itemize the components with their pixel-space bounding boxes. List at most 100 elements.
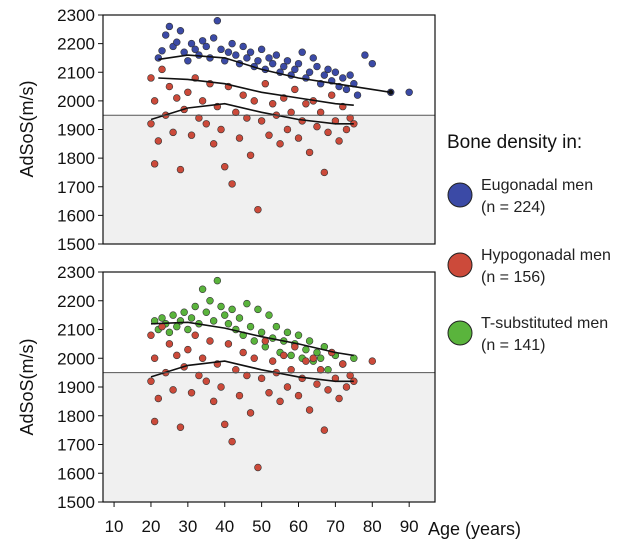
point-eugonadal-men [162,31,170,39]
point-hypogonadal-men [287,108,295,117]
point-hypogonadal-men [202,120,210,128]
legend-label-hypogonadal: Hypogonadal men [481,247,611,264]
point-hypogonadal-men [276,397,284,406]
x-tick-label-80: 80 [363,517,382,536]
point-t-substituted-men [180,308,188,316]
bottom-y-axis-title: AdSoS(m/s) [17,338,37,435]
point-hypogonadal-men [169,128,177,137]
point-hypogonadal-men [305,406,314,414]
point-eugonadal-men [257,45,266,54]
point-hypogonadal-men [235,134,244,142]
legend-label-eugonadal: Eugonadal men [481,177,593,194]
point-hypogonadal-men [187,131,196,139]
legend: Bone density in: Eugonadal men (n = 224)… [447,132,611,354]
y-tick-label-2100: 2100 [57,63,95,82]
point-hypogonadal-men [316,108,325,117]
point-eugonadal-men [246,48,255,56]
point-eugonadal-men [176,27,185,35]
point-hypogonadal-men [254,205,262,214]
point-t-substituted-men [254,305,262,314]
top-y-axis-ticks: 1500 1600 1700 1800 1900 2000 2100 2200 2300 [57,6,103,254]
point-hypogonadal-men [165,82,174,91]
point-hypogonadal-men [184,88,192,96]
point-t-substituted-men [302,345,310,354]
point-hypogonadal-men [187,389,196,397]
legend-title: Bone density in: [447,132,582,153]
point-eugonadal-men [154,54,163,62]
trend-line-hypogonadal-men-lower [150,102,354,125]
point-t-substituted-men [265,311,273,319]
y-tick-label-1700: 1700 [57,178,95,197]
point-hypogonadal-men [198,97,207,105]
point-hypogonadal-men [232,366,240,374]
x-axis-title: Age (years) [428,519,521,539]
point-eugonadal-men [232,51,240,59]
point-hypogonadal-men [287,366,295,374]
point-t-substituted-men [202,308,210,316]
point-hypogonadal-men [243,114,251,122]
point-t-substituted-men [213,276,222,285]
legend-count-t-substituted: (n = 141) [481,337,545,354]
point-hypogonadal-men [158,65,166,74]
x-tick-label-70: 70 [326,517,345,536]
bottom-x-axis-ticks: 10 20 30 40 50 60 70 80 90 [105,502,419,536]
point-hypogonadal-men [339,360,347,368]
y-tick-label-2000: 2000 [57,92,95,111]
point-hypogonadal-men [276,140,284,148]
point-hypogonadal-men [191,331,199,339]
point-hypogonadal-men [268,357,277,365]
point-eugonadal-men [298,48,306,56]
legend-count-eugonadal: (n = 224) [481,199,545,216]
point-eugonadal-men [254,57,262,65]
point-eugonadal-men [217,45,225,54]
point-t-substituted-men [169,311,177,319]
point-eugonadal-men [342,85,351,94]
point-hypogonadal-men [221,163,229,171]
point-hypogonadal-men [324,128,332,137]
point-hypogonadal-men [232,108,240,117]
point-hypogonadal-men [147,331,155,339]
point-hypogonadal-men [305,148,314,157]
legend-marker-eugonadal [447,182,473,208]
point-eugonadal-men [209,34,218,42]
point-t-substituted-men [287,351,295,360]
legend-marker-hypogonadal [447,252,473,278]
point-eugonadal-men [346,71,354,79]
point-hypogonadal-men [169,386,177,394]
point-eugonadal-men [320,71,329,79]
point-t-substituted-men [158,314,166,322]
trend-line-t-substituted-men [150,321,354,357]
top-y-axis-title: AdSoS(m/s) [17,80,37,177]
trend-line-endpoint [388,89,394,95]
point-hypogonadal-men [150,97,159,105]
point-t-substituted-men [272,322,281,331]
point-hypogonadal-men [346,371,354,380]
point-hypogonadal-men [221,420,229,429]
point-t-substituted-men [283,328,292,337]
point-eugonadal-men [368,59,376,68]
trend-line-eugonadal-men [158,54,391,94]
point-hypogonadal-men [302,100,310,108]
point-t-substituted-men [313,348,321,357]
point-hypogonadal-men [324,386,332,394]
point-hypogonadal-men [342,383,351,391]
point-t-substituted-men [316,354,325,362]
point-hypogonadal-men [173,351,181,360]
point-hypogonadal-men [239,348,247,357]
point-hypogonadal-men [257,374,266,383]
point-hypogonadal-men [243,371,251,380]
point-hypogonadal-men [257,117,266,125]
y-tick-label-2200: 2200 [57,35,95,54]
point-hypogonadal-men [217,383,225,391]
point-eugonadal-men [361,51,369,59]
point-hypogonadal-men [309,354,317,362]
point-hypogonadal-men [206,337,214,345]
point-t-substituted-men [350,354,358,362]
y-tick-label-2300: 2300 [57,263,95,282]
point-hypogonadal-men [265,131,273,139]
bottom-y-axis-ticks: 1500 1600 1700 1800 1900 2000 2100 2200 2300 [57,263,103,512]
point-hypogonadal-men [173,94,181,102]
point-t-substituted-men [305,337,314,345]
point-hypogonadal-men [268,100,277,108]
point-eugonadal-men [239,42,247,51]
